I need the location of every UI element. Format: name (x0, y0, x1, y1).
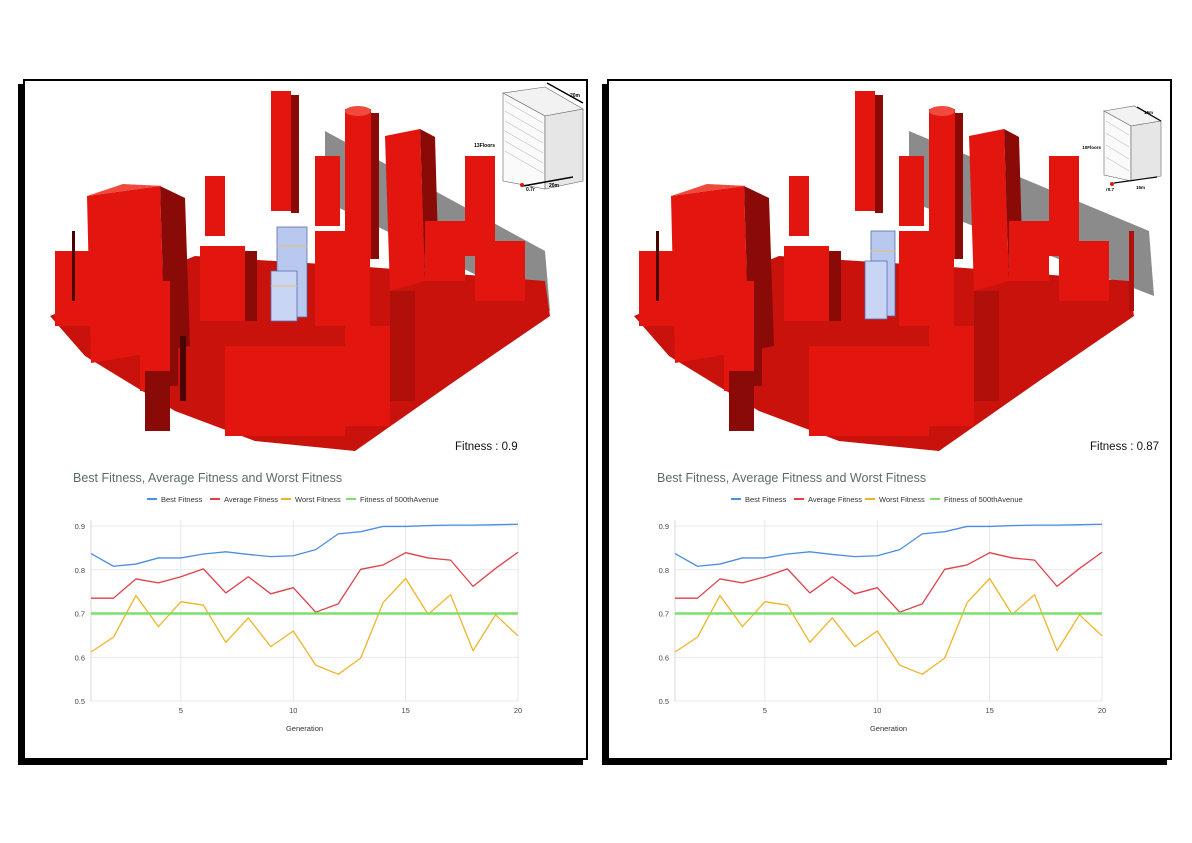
card-floors-label: 13Floors (474, 143, 495, 149)
legend-label: Best Fitness (161, 495, 203, 504)
x-axis-label: Generation (286, 724, 323, 733)
legend-label: Worst Fitness (295, 495, 341, 504)
series-line-worst (90, 577, 519, 675)
city-buildings (50, 91, 550, 451)
legend-label: Average Fitness (808, 495, 862, 504)
y-tick-label: 0.6 (75, 653, 85, 662)
building-dimension-card: 13Floors 20m 20m 0.7r (474, 82, 584, 193)
x-tick-label: 20 (514, 706, 522, 715)
series-line-average (91, 551, 519, 613)
x-tick-label: 10 (289, 706, 297, 715)
x-tick-label: 5 (763, 706, 767, 715)
y-tick-label: 0.9 (659, 522, 669, 531)
city-model-render: 10Floors 15m 15m r0.7 (634, 91, 1162, 451)
card-offset-label: r0.7 (1106, 187, 1115, 192)
legend-label: Fitness of 500thAvenue (944, 495, 1023, 504)
y-tick-label: 0.5 (659, 697, 669, 706)
fitness-score-label: Fitness : 0.87 (1090, 441, 1160, 453)
x-tick-label: 20 (1098, 706, 1106, 715)
y-tick-label: 0.8 (659, 566, 669, 575)
fitness-line-chart: Best Fitness, Average Fitness and Worst … (657, 471, 1106, 733)
card-depth-label: 15m (1136, 185, 1145, 190)
series-line-worst (674, 577, 1103, 675)
card-offset-label: 0.7r (526, 187, 535, 193)
y-tick-label: 0.5 (75, 697, 85, 706)
result-panel-left: 13Floors 20m 20m 0.7r Fitness : 0.9 Best… (23, 79, 588, 760)
series-line-best (674, 523, 1103, 567)
x-tick-label: 10 (873, 706, 881, 715)
x-axis-label: Generation (870, 724, 907, 733)
y-tick-label: 0.8 (75, 566, 85, 575)
y-tick-label: 0.7 (659, 610, 669, 619)
card-width-label: 15m (1144, 110, 1153, 115)
chart-title: Best Fitness, Average Fitness and Worst … (73, 471, 342, 485)
series-line-best (90, 523, 519, 567)
x-tick-label: 15 (401, 706, 409, 715)
chart-title: Best Fitness, Average Fitness and Worst … (657, 471, 926, 485)
city-model-render: 13Floors 20m 20m 0.7r (50, 82, 584, 451)
fitness-line-chart: Best Fitness, Average Fitness and Worst … (73, 471, 522, 733)
proposed-tower-glass (864, 230, 896, 320)
fitness-score-label: Fitness : 0.9 (455, 441, 518, 453)
building-dimension-card: 10Floors 15m 15m r0.7 (1082, 105, 1162, 192)
x-tick-label: 15 (985, 706, 993, 715)
y-tick-label: 0.9 (75, 522, 85, 531)
legend-label: Best Fitness (745, 495, 787, 504)
legend-label: Fitness of 500thAvenue (360, 495, 439, 504)
card-depth-label: 20m (549, 183, 560, 189)
y-tick-label: 0.7 (75, 610, 85, 619)
card-floors-label: 10Floors (1082, 145, 1101, 150)
result-panel-right: 10Floors 15m 15m r0.7 Fitness : 0.87 Bes… (607, 79, 1172, 760)
proposed-tower-glass (270, 226, 308, 322)
legend-label: Worst Fitness (879, 495, 925, 504)
y-tick-label: 0.6 (659, 653, 669, 662)
series-line-average (675, 551, 1103, 613)
card-width-label: 20m (570, 93, 581, 99)
x-tick-label: 5 (179, 706, 183, 715)
legend-label: Average Fitness (224, 495, 278, 504)
city-buildings (634, 91, 1154, 451)
